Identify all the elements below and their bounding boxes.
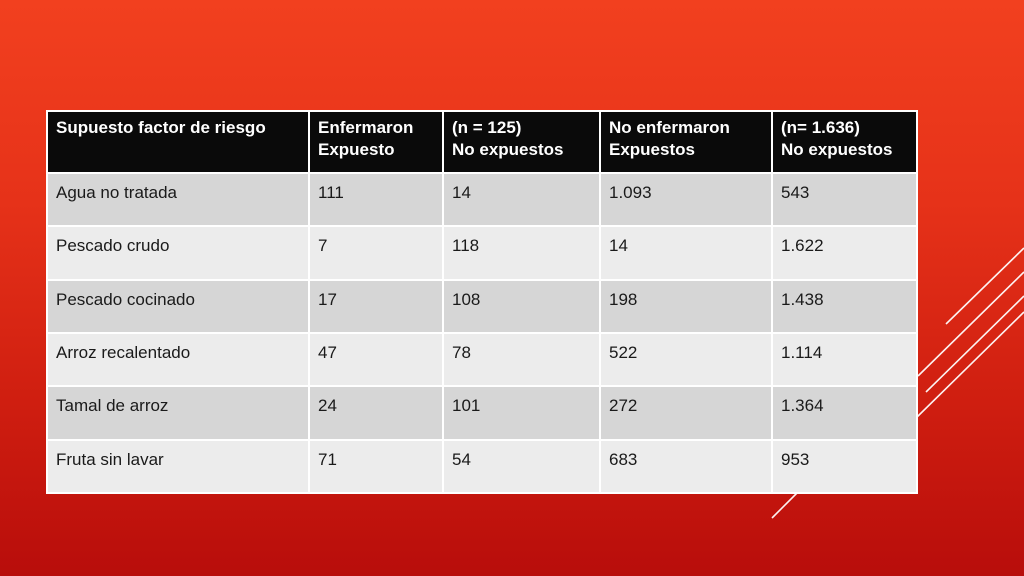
header-risk-factor: Supuesto factor de riesgo — [46, 110, 310, 174]
cell-value: 14 — [442, 171, 601, 228]
cell-value: 7 — [308, 225, 444, 281]
cell-value: 54 — [442, 438, 601, 495]
table-header-row: Supuesto factor de riesgo Enfermaron Exp… — [46, 110, 918, 174]
cell-value: 522 — [599, 331, 773, 388]
cell-value: 108 — [442, 278, 601, 334]
risk-factor-table-container: Supuesto factor de riesgo Enfermaron Exp… — [46, 110, 918, 495]
cell-value: 1.093 — [599, 171, 773, 228]
cell-value: 118 — [442, 225, 601, 281]
header-ill-exposed: Enfermaron Expuesto — [308, 110, 444, 174]
cell-value: 71 — [308, 438, 444, 495]
table-row: Pescado cocinado 17 108 198 1.438 — [46, 278, 918, 334]
cell-value: 17 — [308, 278, 444, 334]
cell-value: 272 — [599, 385, 773, 441]
cell-value: 47 — [308, 331, 444, 388]
cell-value: 111 — [308, 171, 444, 228]
table-row: Agua no tratada 111 14 1.093 543 — [46, 171, 918, 228]
cell-value: 24 — [308, 385, 444, 441]
cell-value: 1.438 — [771, 278, 918, 334]
cell-value: 14 — [599, 225, 773, 281]
header-not-ill-not-exposed: (n= 1.636) No expuestos — [771, 110, 918, 174]
cell-factor: Arroz recalentado — [46, 331, 310, 388]
cell-value: 1.364 — [771, 385, 918, 441]
table-row: Tamal de arroz 24 101 272 1.364 — [46, 385, 918, 441]
cell-value: 1.114 — [771, 331, 918, 388]
cell-factor: Agua no tratada — [46, 171, 310, 228]
cell-factor: Fruta sin lavar — [46, 438, 310, 495]
table-row: Fruta sin lavar 71 54 683 953 — [46, 438, 918, 495]
cell-value: 1.622 — [771, 225, 918, 281]
header-ill-not-exposed: (n = 125) No expuestos — [442, 110, 601, 174]
cell-factor: Tamal de arroz — [46, 385, 310, 441]
header-not-ill-exposed: No enfermaron Expuestos — [599, 110, 773, 174]
cell-value: 953 — [771, 438, 918, 495]
cell-value: 198 — [599, 278, 773, 334]
table-row: Pescado crudo 7 118 14 1.622 — [46, 225, 918, 281]
table-row: Arroz recalentado 47 78 522 1.114 — [46, 331, 918, 388]
cell-value: 78 — [442, 331, 601, 388]
risk-factor-table: Supuesto factor de riesgo Enfermaron Exp… — [46, 110, 918, 495]
cell-value: 543 — [771, 171, 918, 228]
cell-value: 683 — [599, 438, 773, 495]
cell-factor: Pescado crudo — [46, 225, 310, 281]
cell-factor: Pescado cocinado — [46, 278, 310, 334]
cell-value: 101 — [442, 385, 601, 441]
